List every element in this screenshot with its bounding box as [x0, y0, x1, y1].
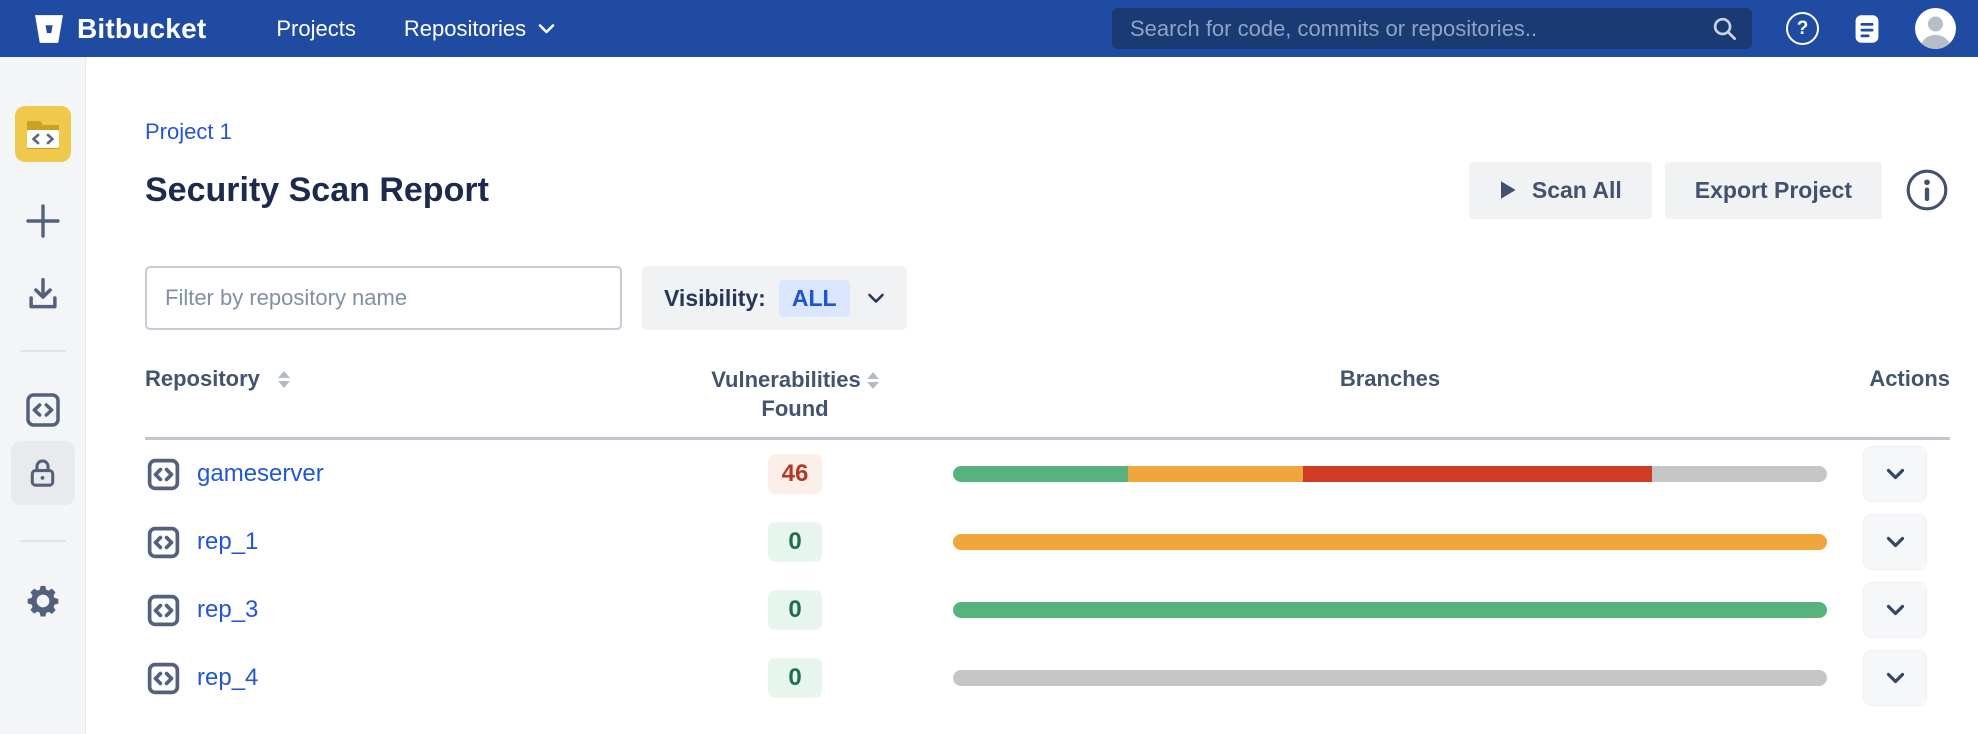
chevron-down-icon	[867, 292, 885, 305]
repo-icon	[145, 660, 182, 697]
breadcrumb-project-link[interactable]: Project 1	[145, 119, 232, 144]
branch-segment	[953, 466, 1128, 483]
visibility-value-badge: ALL	[778, 279, 850, 317]
page-actions: Scan All Export Project	[1468, 161, 1950, 219]
nav-projects[interactable]: Projects	[276, 16, 355, 42]
column-header-actions: Actions	[1869, 366, 1950, 391]
export-project-button[interactable]: Export Project	[1664, 161, 1882, 219]
repo-icon	[145, 592, 182, 629]
left-sidebar	[0, 57, 86, 734]
search-input[interactable]	[1112, 8, 1752, 49]
branches-bar	[953, 466, 1827, 483]
sort-icon	[866, 371, 879, 389]
visibility-dropdown[interactable]: Visibility: ALL	[642, 266, 907, 330]
repo-link[interactable]: rep_1	[197, 528, 259, 556]
download-icon[interactable]	[24, 275, 62, 313]
table-body: gameserver 46 rep_1 0 re	[145, 440, 1950, 712]
primary-nav: Projects Repositories	[276, 16, 555, 42]
vulnerabilities-header-line2: Found	[761, 395, 829, 421]
repository-filter-input[interactable]	[145, 266, 622, 330]
table-row: rep_3 0	[145, 576, 1950, 644]
branch-segment	[953, 602, 1827, 619]
branch-segment	[953, 670, 1827, 687]
settings-gear-icon[interactable]	[23, 581, 63, 621]
vulnerability-count-badge: 0	[768, 590, 822, 631]
row-actions-button[interactable]	[1863, 582, 1927, 639]
nav-repositories-label: Repositories	[403, 15, 527, 41]
scan-all-button[interactable]: Scan All	[1468, 161, 1652, 219]
info-icon	[1904, 167, 1950, 213]
main-content: Project 1 Security Scan Report Scan All …	[86, 57, 1978, 734]
table-header-divider	[145, 437, 1950, 441]
repository-cell: rep_3	[145, 592, 645, 629]
table-row: rep_1 0	[145, 508, 1950, 576]
bitbucket-brand[interactable]: Bitbucket	[34, 13, 206, 45]
bitbucket-logo-icon	[34, 14, 64, 44]
repo-icon	[145, 456, 182, 493]
branches-bar	[953, 670, 1827, 687]
chevron-down-icon	[538, 23, 555, 35]
branch-segment	[1127, 466, 1303, 483]
chevron-down-icon	[1885, 603, 1906, 618]
table-header: Repository Vulnerabilities Found Branche…	[145, 366, 1950, 423]
repo-link[interactable]: rep_4	[197, 664, 259, 692]
vulnerability-count-badge: 46	[768, 454, 822, 495]
chevron-down-icon	[1885, 535, 1906, 550]
branch-segment	[1652, 466, 1827, 483]
vulnerability-count-badge: 0	[768, 522, 822, 563]
branch-segment	[1302, 466, 1653, 483]
column-header-branches: Branches	[1339, 366, 1441, 391]
repository-cell: rep_4	[145, 660, 645, 697]
table-row: gameserver 46	[145, 440, 1950, 508]
top-navbar: Bitbucket Projects Repositories	[0, 0, 1978, 57]
chevron-down-icon	[1885, 671, 1906, 686]
sidebar-divider	[19, 350, 66, 352]
column-header-repository[interactable]: Repository	[145, 366, 645, 392]
branches-bar	[953, 534, 1827, 551]
export-project-label: Export Project	[1694, 176, 1852, 203]
help-icon[interactable]	[1786, 12, 1819, 45]
brand-label: Bitbucket	[77, 12, 207, 44]
visibility-label: Visibility:	[664, 284, 766, 311]
scan-all-label: Scan All	[1531, 176, 1622, 203]
chevron-down-icon	[1885, 467, 1906, 482]
nav-repositories[interactable]: Repositories	[404, 16, 555, 42]
vulnerabilities-header-line1: Vulnerabilities	[711, 367, 861, 392]
vulnerability-count-badge: 0	[768, 658, 822, 699]
filter-row: Visibility: ALL	[145, 266, 1950, 330]
repo-link[interactable]: gameserver	[197, 460, 324, 488]
branches-bar	[953, 602, 1827, 619]
repository-header-label: Repository	[145, 366, 260, 391]
feedback-icon[interactable]	[1853, 13, 1881, 45]
row-actions-button[interactable]	[1863, 514, 1927, 571]
user-avatar[interactable]	[1915, 8, 1956, 49]
security-lock-item-selected[interactable]	[10, 441, 75, 505]
title-row: Security Scan Report Scan All Export Pro…	[145, 161, 1950, 219]
global-search	[1112, 8, 1752, 49]
navbar-right-icons	[1786, 8, 1956, 49]
lock-icon	[25, 456, 60, 491]
repo-link[interactable]: rep_3	[197, 596, 259, 624]
source-code-icon[interactable]	[23, 390, 63, 430]
sidebar-divider	[19, 540, 66, 542]
row-actions-button[interactable]	[1863, 446, 1927, 503]
table-row: rep_4 0	[145, 644, 1950, 712]
page-title: Security Scan Report	[145, 170, 489, 209]
search-icon	[1711, 15, 1738, 47]
nav-projects-label: Projects	[276, 15, 356, 41]
row-actions-button[interactable]	[1863, 650, 1927, 707]
info-button[interactable]	[1904, 167, 1950, 213]
column-header-vulnerabilities[interactable]: Vulnerabilities Found	[645, 366, 945, 423]
repository-cell: gameserver	[145, 456, 645, 493]
branch-segment	[953, 534, 1827, 551]
repository-cell: rep_1	[145, 524, 645, 561]
play-icon	[1499, 180, 1517, 200]
project-avatar-folder-icon[interactable]	[14, 106, 71, 162]
sort-icon	[277, 370, 290, 388]
repo-icon	[145, 524, 182, 561]
create-plus-icon[interactable]	[24, 202, 62, 240]
